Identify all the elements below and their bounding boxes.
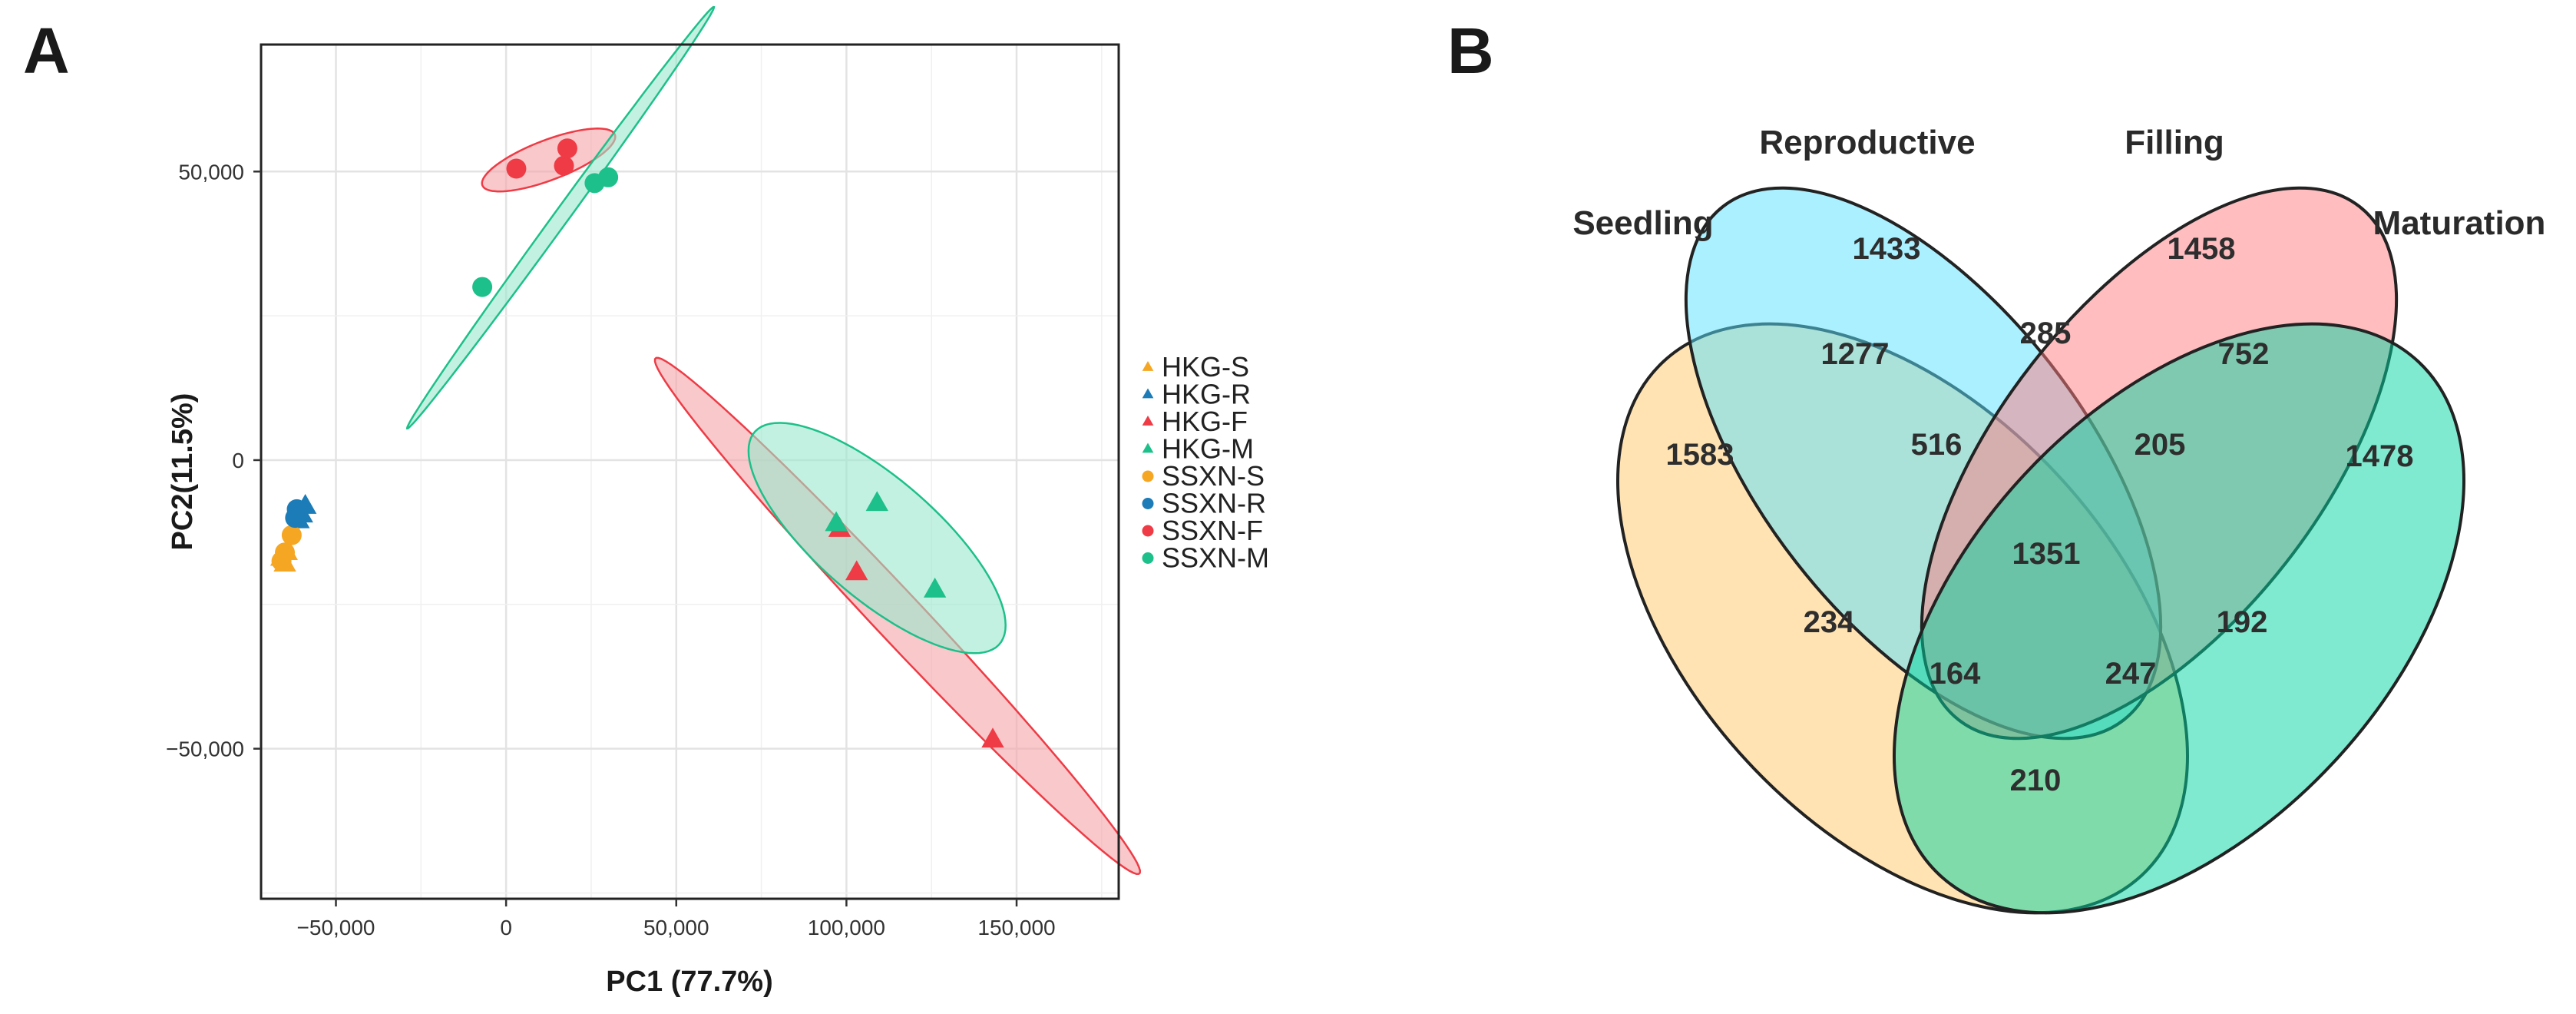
hkg-m-point bbox=[923, 577, 947, 598]
venn-count-seedling-filling-maturation: 164 bbox=[1930, 657, 1981, 691]
pca-axis-ticks: −50,000 0 50,000 100,000 150,000 −50,000 0 50,0… bbox=[166, 160, 1056, 939]
venn-label-filling: Filling bbox=[2125, 124, 2224, 161]
pca-points bbox=[270, 138, 1004, 748]
pca-panel-border bbox=[260, 43, 1120, 900]
legend-key-ssxn-f bbox=[1142, 525, 1154, 537]
x-tick-label: 150,000 bbox=[977, 916, 1055, 939]
venn-count-filling-maturation: 752 bbox=[2218, 337, 2270, 371]
venn-label-reproductive: Reproductive bbox=[1759, 124, 1975, 161]
venn-count-reproductive-maturation: 192 bbox=[2217, 605, 2268, 639]
venn-count-seedling-reproductive: 1277 bbox=[1821, 337, 1890, 371]
panel-b-letter: B bbox=[1447, 15, 1494, 87]
venn-diagram: Seedling Reproductive Filling Maturation… bbox=[1572, 124, 2546, 915]
hkg-f-point bbox=[981, 727, 1004, 748]
panel-a-letter: A bbox=[23, 15, 70, 87]
venn-count-reproductive-filling-maturation: 205 bbox=[2135, 428, 2186, 462]
legend-key-hkg-r bbox=[1142, 388, 1154, 399]
venn-count-reproductive-only: 1433 bbox=[1853, 232, 1921, 266]
venn-label-seedling: Seedling bbox=[1572, 204, 1713, 242]
pca-chart: −50,000 0 50,000 100,000 150,000 −50,000 0 50,0… bbox=[166, 5, 1269, 998]
y-axis-title: PC2(11.5%) bbox=[167, 393, 199, 551]
legend-key-ssxn-r bbox=[1142, 498, 1154, 509]
hkg-m-point bbox=[865, 491, 888, 512]
ssxn-f-point bbox=[506, 158, 527, 179]
ssxn-f-point bbox=[557, 138, 577, 159]
ssxn-m-ellipse bbox=[405, 5, 716, 429]
venn-count-filling-only: 1458 bbox=[2168, 232, 2236, 266]
y-tick-label: 0 bbox=[232, 449, 244, 472]
hkg-m-point bbox=[825, 511, 848, 532]
venn-count-seedling-reproductive-maturation: 247 bbox=[2105, 657, 2157, 691]
legend-key-ssxn-m bbox=[1142, 552, 1154, 564]
pca-legend: HKG-SHKG-RHKG-FHKG-MSSXN-SSSXN-RSSXN-FSS… bbox=[1142, 351, 1269, 574]
legend-key-hkg-f bbox=[1142, 415, 1154, 426]
venn-label-maturation: Maturation bbox=[2373, 204, 2546, 242]
venn-count-seedling-reproductive-filling: 516 bbox=[1911, 428, 1963, 462]
ssxn-f-point bbox=[554, 155, 574, 176]
y-tick-label: 50,000 bbox=[178, 160, 244, 184]
venn-count-all-four: 1351 bbox=[2012, 537, 2081, 571]
y-tick-label: −50,000 bbox=[166, 737, 244, 761]
legend-label-hkg-r: HKG-R bbox=[1162, 379, 1251, 410]
legend-key-hkg-m bbox=[1142, 442, 1154, 453]
x-tick-label: 0 bbox=[500, 916, 512, 939]
legend-label-hkg-f: HKG-F bbox=[1162, 406, 1248, 437]
venn-count-seedling-filling: 234 bbox=[1804, 605, 1855, 639]
legend-label-ssxn-r: SSXN-R bbox=[1162, 488, 1266, 519]
legend-key-ssxn-s bbox=[1142, 470, 1154, 482]
venn-set-maturation bbox=[1893, 322, 2465, 915]
legend-key-hkg-s bbox=[1142, 360, 1154, 371]
ssxn-s-point bbox=[281, 525, 302, 545]
legend-label-ssxn-s: SSXN-S bbox=[1162, 460, 1265, 492]
ssxn-m-point bbox=[472, 277, 493, 297]
x-axis-title: PC1 (77.7%) bbox=[606, 966, 773, 998]
x-tick-label: −50,000 bbox=[297, 916, 375, 939]
ssxn-r-point bbox=[286, 499, 307, 519]
pca-plot-area bbox=[261, 45, 1119, 899]
x-tick-label: 100,000 bbox=[808, 916, 885, 939]
legend-label-ssxn-f: SSXN-F bbox=[1162, 515, 1263, 546]
x-tick-label: 50,000 bbox=[643, 916, 709, 939]
venn-count-maturation-only: 1478 bbox=[2346, 439, 2414, 473]
hkg-f-point bbox=[845, 560, 868, 581]
ssxn-s-point bbox=[271, 551, 292, 572]
legend-label-hkg-s: HKG-S bbox=[1162, 351, 1249, 383]
venn-count-seedling-maturation: 210 bbox=[2010, 764, 2062, 797]
ssxn-m-point bbox=[598, 167, 619, 187]
legend-label-ssxn-m: SSXN-M bbox=[1162, 542, 1269, 574]
legend-label-hkg-m: HKG-M bbox=[1162, 433, 1254, 465]
venn-count-reproductive-filling: 285 bbox=[2020, 316, 2072, 350]
venn-count-seedling-only: 1583 bbox=[1666, 438, 1734, 472]
